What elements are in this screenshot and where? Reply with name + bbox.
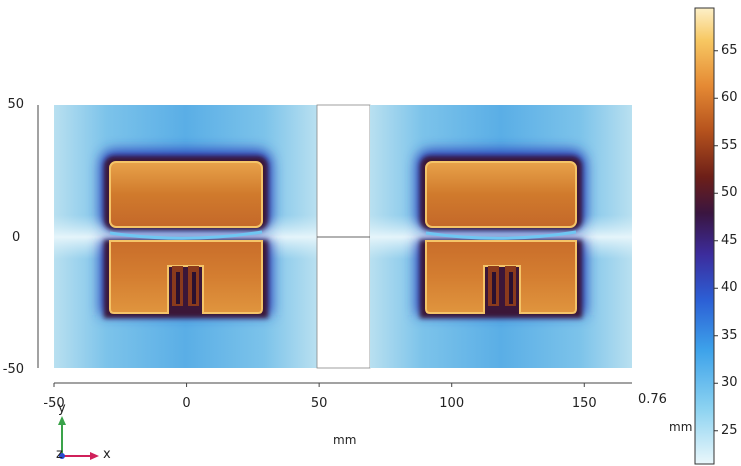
colorbar-tick-label: 55	[721, 137, 738, 153]
colorbar-tick-label: 40	[721, 280, 738, 296]
colorbar-tick-label: 65	[721, 42, 738, 58]
triad-z-label: z	[56, 447, 63, 462]
x-tick-label: 150	[571, 396, 597, 411]
x-axis-ticks	[53, 383, 585, 387]
colorbar-tick-label: 60	[721, 90, 738, 106]
colorbar-tick-label: 45	[721, 232, 738, 248]
triad-y-arrowhead	[58, 416, 66, 425]
x-tick-label: 50	[310, 396, 328, 411]
x-unit-label: mm	[333, 433, 357, 447]
colorbar-tick-label: 25	[721, 422, 738, 438]
y-tick-zero: 0	[12, 230, 21, 245]
y-tick-bottom: -50	[2, 362, 24, 377]
x-tick-label: 0	[182, 396, 191, 411]
colorbar-tick-label: 30	[721, 375, 738, 391]
colorbar-ticks	[714, 50, 718, 432]
triad-z-dot	[59, 453, 65, 459]
field-panel-right	[370, 105, 632, 368]
colorbar-tick-label: 50	[721, 185, 738, 201]
colorbar	[694, 7, 715, 465]
colorbar-tick-label: 35	[721, 327, 738, 343]
triad-x-label: x	[103, 447, 111, 462]
triad-y-label: y	[58, 401, 66, 416]
axis-triad	[58, 416, 99, 460]
triad-x-arrowhead	[90, 452, 99, 460]
x-tick-label: 100	[439, 396, 465, 411]
y-tick-top: 50	[7, 97, 24, 112]
x-extra-label: 0.76	[638, 392, 667, 407]
field-panel-left	[54, 105, 317, 368]
colorbar-unit-label: mm	[669, 420, 693, 434]
x-tick-label: -50	[43, 396, 65, 411]
gap-region	[316, 104, 371, 369]
